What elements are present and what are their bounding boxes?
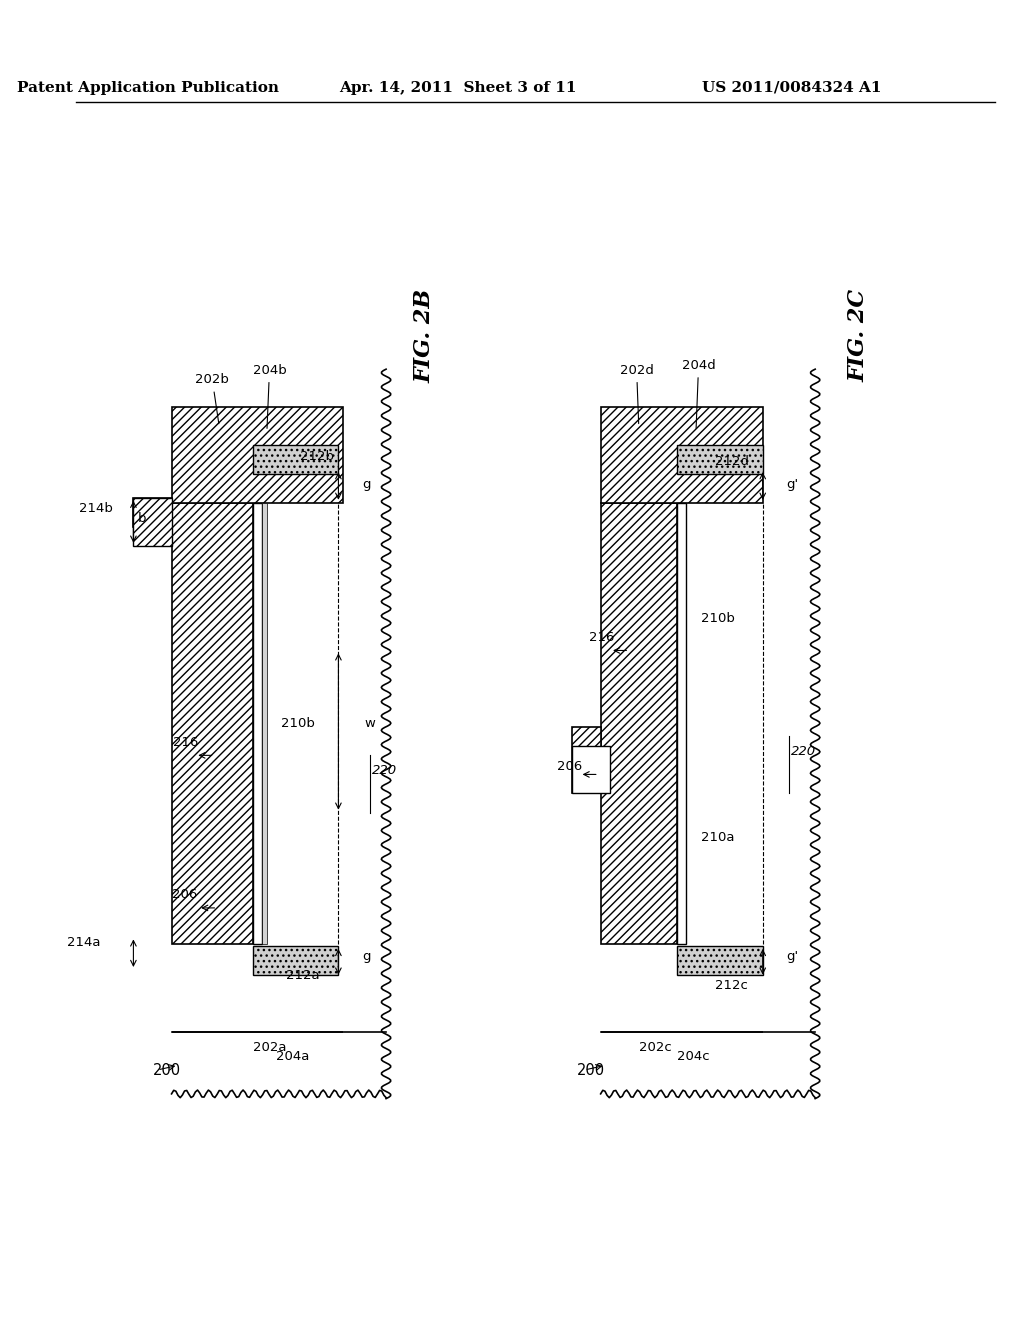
- Text: 216: 216: [589, 631, 614, 644]
- Text: FIG. 2C: FIG. 2C: [847, 289, 869, 383]
- Text: g: g: [362, 950, 371, 964]
- Bar: [253, 445, 338, 474]
- Text: FIG. 2B: FIG. 2B: [414, 289, 435, 383]
- Bar: [677, 445, 763, 474]
- Text: 204b: 204b: [253, 364, 287, 429]
- Bar: [262, 503, 267, 944]
- Text: Patent Application Publication: Patent Application Publication: [16, 81, 279, 95]
- Bar: [677, 503, 686, 944]
- Text: 206: 206: [172, 888, 197, 902]
- Text: 202b: 202b: [196, 374, 229, 424]
- Text: 212a: 212a: [286, 969, 319, 982]
- Text: 212d: 212d: [715, 454, 750, 467]
- Text: g': g': [786, 478, 799, 491]
- Text: 206: 206: [557, 759, 582, 772]
- Text: 214b: 214b: [79, 502, 113, 515]
- Text: 220: 220: [372, 764, 397, 777]
- Bar: [253, 503, 262, 944]
- Text: 204d: 204d: [682, 359, 716, 429]
- Bar: [133, 498, 172, 527]
- Bar: [601, 408, 763, 503]
- Bar: [172, 503, 253, 944]
- Bar: [133, 498, 172, 545]
- Text: 210a: 210a: [700, 832, 734, 845]
- Text: w: w: [365, 717, 375, 730]
- Text: Apr. 14, 2011  Sheet 3 of 11: Apr. 14, 2011 Sheet 3 of 11: [339, 81, 577, 95]
- Bar: [572, 727, 601, 793]
- Text: 200: 200: [577, 1063, 605, 1078]
- Text: 204c: 204c: [677, 1051, 710, 1064]
- Bar: [677, 946, 763, 974]
- Text: g': g': [786, 950, 799, 964]
- Text: 210b: 210b: [700, 612, 734, 624]
- Text: 202a: 202a: [253, 1041, 286, 1053]
- Text: 214a: 214a: [67, 936, 100, 949]
- Text: 202c: 202c: [639, 1041, 672, 1053]
- Text: 212b: 212b: [300, 450, 334, 463]
- Text: 202d: 202d: [620, 364, 653, 424]
- Text: 204a: 204a: [276, 1051, 310, 1064]
- Text: 220: 220: [792, 746, 816, 759]
- Bar: [172, 408, 343, 503]
- Text: g: g: [362, 478, 371, 491]
- Text: 200: 200: [153, 1063, 180, 1078]
- Text: 212c: 212c: [715, 979, 748, 991]
- Bar: [572, 746, 610, 793]
- Bar: [601, 503, 677, 944]
- Bar: [253, 946, 338, 974]
- Text: 216: 216: [173, 735, 199, 748]
- Text: 210b: 210b: [282, 717, 315, 730]
- Text: b: b: [138, 512, 146, 525]
- Text: US 2011/0084324 A1: US 2011/0084324 A1: [701, 81, 881, 95]
